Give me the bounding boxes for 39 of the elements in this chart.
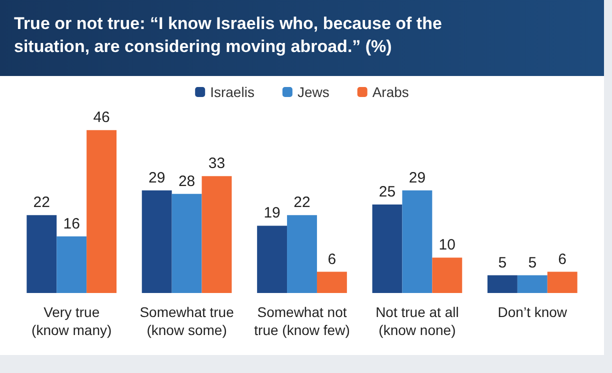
x-tick-label: Somewhat not true (know few) bbox=[254, 304, 350, 338]
legend-label: Israelis bbox=[210, 84, 254, 100]
data-label: 29 bbox=[148, 169, 166, 186]
data-label: 19 bbox=[264, 204, 280, 222]
data-label: 33 bbox=[208, 155, 226, 172]
bar bbox=[517, 275, 548, 293]
bar bbox=[487, 275, 518, 293]
data-label: 22 bbox=[294, 194, 310, 212]
data-label: 10 bbox=[438, 236, 456, 254]
data-label: 28 bbox=[178, 172, 196, 190]
bar bbox=[202, 176, 232, 293]
legend-label: Arabs bbox=[372, 84, 409, 100]
data-label: 46 bbox=[93, 109, 110, 126]
x-tick-label: Not true at all (know none) bbox=[376, 304, 459, 338]
chart-title: True or not true: “I know Israelis who, because of the situation, are considering moving abroad.” (%) bbox=[0, 0, 604, 76]
bar bbox=[316, 272, 347, 293]
legend-label: Jews bbox=[297, 84, 330, 100]
x-tick-label: Very true (know many) bbox=[32, 304, 112, 338]
bar bbox=[142, 190, 172, 293]
data-label: 16 bbox=[63, 215, 80, 232]
bar bbox=[402, 190, 432, 293]
bar bbox=[372, 204, 402, 293]
bar bbox=[26, 215, 57, 293]
bar bbox=[172, 194, 202, 293]
data-label: 25 bbox=[378, 184, 396, 200]
bar bbox=[86, 130, 117, 293]
bar bbox=[287, 215, 317, 293]
x-tick-label: Don’t know bbox=[498, 304, 568, 320]
data-label: 5 bbox=[528, 254, 537, 272]
bar bbox=[432, 258, 462, 293]
x-tick-label: Somewhat true (know some) bbox=[140, 304, 234, 338]
bar bbox=[547, 272, 578, 293]
data-label: 5 bbox=[498, 254, 507, 272]
bar bbox=[56, 236, 87, 293]
data-label: 29 bbox=[408, 169, 426, 186]
data-label: 6 bbox=[558, 250, 567, 268]
data-label: 6 bbox=[328, 250, 336, 268]
bar bbox=[257, 226, 288, 293]
data-label: 22 bbox=[33, 194, 50, 212]
